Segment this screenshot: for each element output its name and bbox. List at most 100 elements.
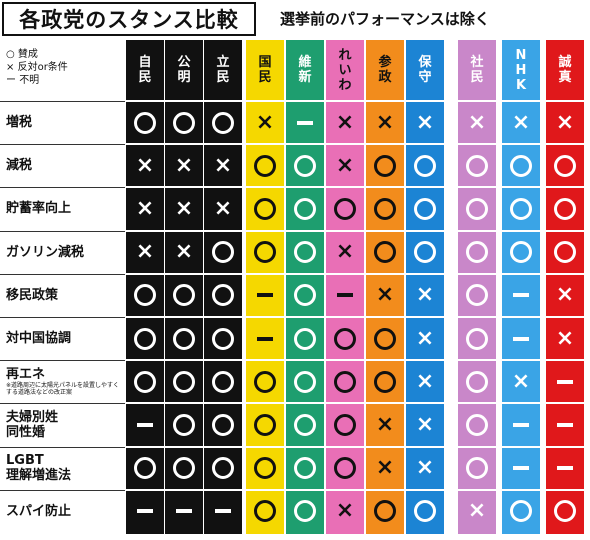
row-label: 再エネ ※道路周辺に太陽光パネルを設置しやすくする道路法などの改正案 (6, 361, 124, 402)
stance-cell (458, 188, 496, 229)
stance-cell (366, 145, 404, 186)
approve-mark (134, 370, 156, 393)
unknown-mark (215, 509, 231, 514)
row-note: ※道路周辺に太陽光パネルを設置しやすくする道路法などの改正案 (6, 382, 119, 397)
approve-mark (466, 413, 488, 436)
unknown-mark (513, 336, 529, 341)
stance-cell: × (546, 102, 584, 143)
stance-cell (458, 361, 496, 402)
stance-cell (406, 145, 444, 186)
oppose-mark: × (555, 109, 575, 135)
page-title: 各政党のスタンス比較 (2, 2, 256, 36)
row-label-divider (0, 446, 125, 448)
stance-cell: × (204, 145, 242, 186)
approve-mark (334, 370, 356, 393)
oppose-mark: × (375, 109, 395, 135)
approve-mark (294, 500, 316, 523)
stance-cell: × (502, 102, 540, 143)
stance-cell: × (165, 188, 203, 229)
row-label-divider (0, 403, 125, 405)
stance-cell (366, 188, 404, 229)
stance-cell (502, 188, 540, 229)
approve-mark (374, 197, 396, 220)
stance-cell (546, 404, 584, 445)
stance-cell: × (406, 361, 444, 402)
approve-mark (414, 154, 436, 177)
oppose-mark: × (555, 282, 575, 308)
stance-cell (165, 318, 203, 359)
oppose-mark: × (511, 368, 531, 394)
stance-cell: × (366, 448, 404, 489)
stance-cell: × (406, 102, 444, 143)
approve-mark (334, 413, 356, 436)
stance-cell (286, 145, 324, 186)
stance-cell (246, 232, 284, 273)
stance-cell (204, 232, 242, 273)
row-label: 減税 (6, 158, 33, 174)
approve-mark (254, 241, 276, 264)
unknown-mark (137, 422, 153, 427)
page-subtitle: 選挙前のパフォーマンスは除く (280, 10, 490, 28)
stance-cell (458, 448, 496, 489)
stance-cell (126, 361, 164, 402)
party-header-shamin: 社民 (470, 55, 484, 85)
oppose-mark: × (375, 282, 395, 308)
column-reiwa (326, 40, 364, 534)
stance-cell (126, 491, 164, 532)
approve-mark (466, 457, 488, 480)
row-label: ガソリン減税 (6, 244, 85, 260)
stance-cell: × (458, 102, 496, 143)
approve-mark (554, 154, 576, 177)
approve-mark (134, 327, 156, 350)
oppose-mark: × (375, 455, 395, 481)
stance-cell: × (366, 275, 404, 316)
approve-mark (294, 154, 316, 177)
stance-cell (246, 491, 284, 532)
stance-cell: × (458, 491, 496, 532)
stance-cell: × (366, 404, 404, 445)
unknown-mark (557, 379, 573, 384)
row-label: LGBT 理解増進法 (6, 453, 72, 484)
approve-mark (466, 284, 488, 307)
column-kokumin (246, 40, 284, 534)
approve-mark (212, 370, 234, 393)
stance-cell (165, 404, 203, 445)
row-divider (0, 100, 590, 102)
stance-cell: × (326, 491, 364, 532)
stance-cell (204, 318, 242, 359)
oppose-mark: × (174, 195, 194, 221)
stance-cell: × (246, 102, 284, 143)
approve-mark (134, 111, 156, 134)
column-shinshin (546, 40, 584, 534)
oppose-mark: × (174, 152, 194, 178)
approve-mark (294, 457, 316, 480)
column-sanseito (366, 40, 404, 534)
approve-mark (510, 500, 532, 523)
stance-cell: × (326, 145, 364, 186)
unknown-mark (257, 336, 273, 341)
stance-cell (246, 404, 284, 445)
stance-cell: × (366, 102, 404, 143)
approve-mark (173, 327, 195, 350)
stance-cell (204, 361, 242, 402)
oppose-mark: × (335, 152, 355, 178)
stance-cell: × (546, 275, 584, 316)
approve-mark (254, 154, 276, 177)
oppose-mark: × (135, 239, 155, 265)
unknown-mark (176, 509, 192, 514)
stance-cell (366, 232, 404, 273)
approve-mark (466, 197, 488, 220)
approve-mark (466, 241, 488, 264)
approve-mark (554, 197, 576, 220)
stance-cell (286, 491, 324, 532)
stance-cell (502, 318, 540, 359)
oppose-mark: × (174, 239, 194, 265)
stance-cell: × (502, 361, 540, 402)
stance-cell (286, 232, 324, 273)
stance-cell (126, 102, 164, 143)
stance-cell: × (406, 275, 444, 316)
stance-cell (458, 275, 496, 316)
stance-cell (546, 188, 584, 229)
stance-cell: × (406, 318, 444, 359)
row-label: 夫婦別姓 同性婚 (6, 409, 59, 440)
